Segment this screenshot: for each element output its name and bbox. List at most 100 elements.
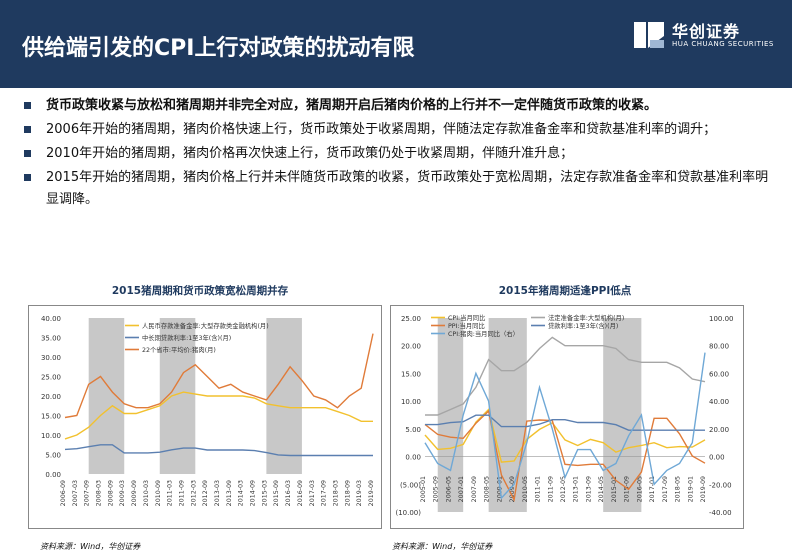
shaded-period — [488, 318, 527, 512]
x-tick-label: 2017-01 — [649, 476, 656, 502]
bullet-text: 2006年开始的猪周期，猪肉价格快速上行，货币政策处于收紧周期，伴随法定存款准备… — [46, 122, 717, 137]
legend-label: 22个省市:平均价:猪肉(月) — [142, 345, 216, 354]
x-tick-label: 2014-03 — [238, 480, 245, 506]
bullet-square-icon — [24, 126, 31, 133]
legend-label: 法定准备金率:大型机构(月) — [548, 313, 624, 322]
logo-name: 华创证券 — [672, 22, 741, 41]
x-tick-label: 2015-09 — [624, 476, 631, 502]
shaded-period — [88, 318, 125, 474]
series-line — [424, 352, 706, 500]
y-tick-label: (10.00) — [395, 509, 421, 517]
x-tick-label: 2016-09 — [297, 480, 304, 506]
x-tick-label: 2018-09 — [344, 480, 351, 506]
y-tick-label: 10.00 — [401, 398, 421, 406]
chart-1-svg: 0.00 5.00 10.00 15.00 20.00 25.00 30.00 35.00 40… — [41, 315, 375, 506]
bullet-item: 2010年开始的猪周期，猪肉价格再次快速上行，货币政策仍处于收紧周期，伴随升准升… — [20, 143, 780, 165]
x-tick-label: 2011-09 — [178, 480, 185, 506]
y2-tick-label: -20.00 — [709, 481, 732, 489]
y-tick-label: (5.00) — [400, 481, 421, 489]
x-tick-label: 2008-09 — [107, 480, 114, 506]
x-tick-label: 2012-09 — [202, 480, 209, 506]
x-tick-label: 2010-05 — [522, 476, 529, 502]
y-tick-label: 15.00 — [401, 370, 421, 378]
x-tick-label: 2012-05 — [560, 476, 567, 502]
y2-tick-label: 100.00 — [709, 315, 734, 323]
y-tick-label: 20.00 — [401, 343, 421, 351]
shaded-period — [437, 318, 464, 512]
x-tick-label: 2019-09 — [368, 480, 375, 506]
page-title: 供给端引发的CPI上行对政策的扰动有限 — [22, 36, 415, 61]
logo-subtitle: HUA CHUANG SECURITIES — [672, 40, 774, 48]
x-tick-label: 2018-03 — [332, 480, 339, 506]
y-tick-label: 40.00 — [41, 315, 61, 323]
legend-label: 中长期贷款利率:1至3年(含)(月) — [142, 333, 231, 342]
x-tick-label: 2019-01 — [687, 476, 694, 502]
source-note-2: 资料来源：Wind，华创证券 — [392, 542, 493, 551]
legend-label: 人民币存款准备金率:大型存款类金融机构(月) — [142, 321, 269, 330]
series-line — [425, 336, 706, 416]
x-tick-label: 2019-03 — [356, 480, 363, 506]
y2-tick-label: 40.00 — [709, 398, 729, 406]
x-tick-label: 2019-09 — [700, 476, 707, 502]
series-line — [64, 444, 373, 457]
y2-tick-label: -40.00 — [709, 509, 732, 517]
series-line — [64, 333, 374, 419]
header-bar: 供给端引发的CPI上行对政策的扰动有限 华创证券 HUA CHUANG SECU… — [0, 0, 792, 88]
bullet-square-icon — [24, 102, 31, 109]
bullet-item: 2015年开始的猪周期，猪肉价格上行并未伴随货币政策的收紧，货币政策处于宽松周期… — [20, 167, 780, 211]
x-tick-label: 2015-03 — [261, 480, 268, 506]
y-tick-label: 5.00 — [405, 426, 421, 434]
chart-2-svg: (10.00) (5.00) 0.00 5.00 10.00 15.00 20.00 25.0… — [395, 313, 734, 517]
x-tick-label: 2005-09 — [433, 476, 440, 502]
y-tick-label: 5.00 — [45, 452, 61, 460]
legend-label: PPI:当月同比 — [448, 321, 485, 330]
legend-label: 贷款利率:1至3年(含)(月) — [548, 321, 618, 330]
y-tick-label: 35.00 — [41, 335, 61, 343]
x-tick-label: 2010-09 — [155, 480, 162, 506]
bullet-square-icon — [24, 174, 31, 181]
y-tick-label: 0.00 — [45, 471, 61, 479]
x-tick-label: 2009-03 — [119, 480, 126, 506]
y2-tick-label: 0.00 — [709, 454, 725, 462]
series-line — [424, 409, 706, 503]
y2-tick-label: 80.00 — [709, 343, 729, 351]
chart-1-panel: 0.00 5.00 10.00 15.00 20.00 25.00 30.00 35.00 40… — [28, 305, 382, 529]
bullet-square-icon — [24, 150, 31, 157]
x-tick-label: 2008-03 — [96, 480, 103, 506]
chart-2-panel: (10.00) (5.00) 0.00 5.00 10.00 15.00 20.00 25.0… — [390, 305, 744, 529]
x-tick-label: 2011-09 — [547, 476, 554, 502]
y-tick-label: 30.00 — [41, 354, 61, 362]
x-tick-label: 2007-09 — [84, 480, 91, 506]
x-tick-label: 2017-09 — [321, 480, 328, 506]
legend-label: CPI:猪肉:当月同比（右） — [448, 329, 519, 338]
y-tick-label: 10.00 — [41, 432, 61, 440]
shaded-period — [266, 318, 302, 474]
series-line — [425, 414, 705, 431]
logo-mark-icon — [634, 22, 664, 48]
series-line — [64, 391, 373, 440]
bullet-item: 2006年开始的猪周期，猪肉价格快速上行，货币政策处于收紧周期，伴随法定存款准备… — [20, 119, 780, 141]
bullet-item: 货币政策收紧与放松和猪周期并非完全对应，猪周期开启后猪肉价格的上行并不一定伴随货… — [20, 95, 780, 117]
x-tick-label: 2014-09 — [250, 480, 257, 506]
chart-2-title: 2015年猪周期适逢PPI低点 — [498, 285, 632, 297]
y-tick-label: 25.00 — [41, 374, 61, 382]
bullet-list: 货币政策收紧与放松和猪周期并非完全对应，猪周期开启后猪肉价格的上行并不一定伴随货… — [20, 95, 780, 213]
x-tick-label: 2011-03 — [167, 480, 174, 506]
x-tick-label: 2013-01 — [573, 476, 580, 502]
x-tick-label: 2015-09 — [273, 480, 280, 506]
bullet-text: 货币政策收紧与放松和猪周期并非完全对应，猪周期开启后猪肉价格的上行并不一定伴随货… — [46, 98, 658, 113]
x-tick-label: 2017-09 — [662, 476, 669, 502]
y-tick-label: 0.00 — [405, 454, 421, 462]
x-tick-label: 2014-05 — [598, 476, 605, 502]
x-tick-label: 2005-01 — [420, 476, 427, 502]
y-tick-label: 20.00 — [41, 393, 61, 401]
y2-tick-label: 20.00 — [709, 426, 729, 434]
x-tick-label: 2009-09 — [509, 476, 516, 502]
legend-label: CPI:当月同比 — [448, 313, 485, 322]
bullet-text: 2015年开始的猪周期，猪肉价格上行并未伴随货币政策的收紧，货币政策处于宽松周期… — [46, 170, 769, 207]
x-tick-label: 2006-05 — [445, 476, 452, 502]
y-tick-label: 15.00 — [41, 413, 61, 421]
x-tick-label: 2006-09 — [60, 480, 67, 506]
x-tick-label: 2010-03 — [143, 480, 150, 506]
x-tick-label: 2012-03 — [190, 480, 197, 506]
